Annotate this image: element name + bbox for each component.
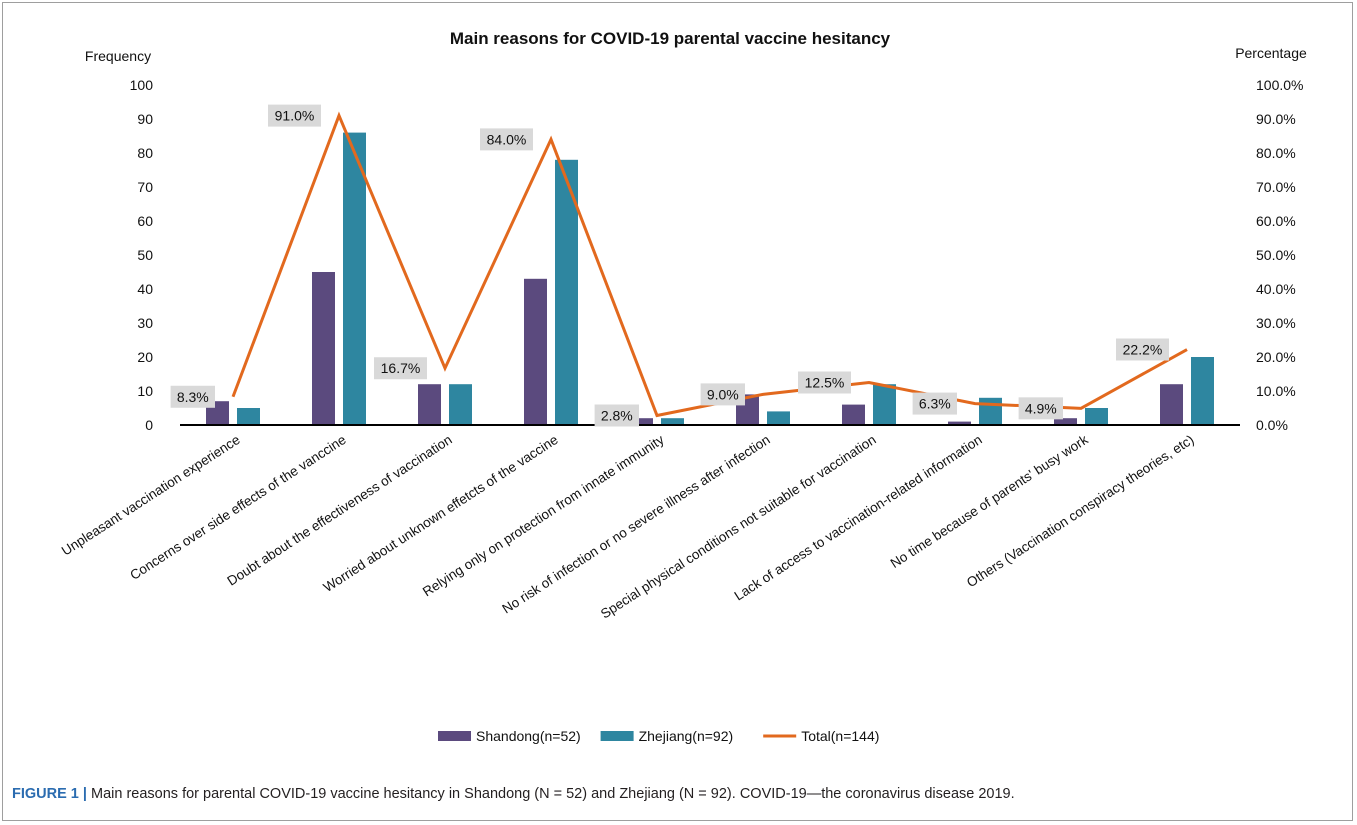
bar-zhejiang bbox=[237, 408, 260, 425]
y2-tick-label: 20.0% bbox=[1256, 349, 1296, 365]
data-label-box bbox=[374, 357, 427, 380]
bar-shandong bbox=[1160, 384, 1183, 425]
y2-tick-label: 100.0% bbox=[1256, 77, 1303, 93]
data-label: 2.8% bbox=[594, 404, 639, 427]
bar-zhejiang bbox=[449, 384, 472, 425]
y-tick-label: 40 bbox=[137, 281, 153, 297]
data-label-text: 84.0% bbox=[487, 131, 527, 147]
bar-shandong bbox=[418, 384, 441, 425]
legend-label: Zhejiang(n=92) bbox=[639, 728, 734, 744]
data-label: 16.7% bbox=[374, 357, 427, 380]
legend-item: Shandong(n=52) bbox=[438, 728, 581, 744]
data-label: 84.0% bbox=[480, 128, 533, 151]
data-label-text: 91.0% bbox=[275, 108, 315, 124]
y-tick-label: 80 bbox=[137, 145, 153, 161]
data-label-box bbox=[480, 128, 533, 151]
y2-tick-label: 70.0% bbox=[1256, 179, 1296, 195]
data-label-box bbox=[912, 392, 957, 415]
data-label-box bbox=[1116, 338, 1169, 361]
y-tick-label: 20 bbox=[137, 349, 153, 365]
bar-zhejiang bbox=[873, 384, 896, 425]
data-label-text: 2.8% bbox=[601, 407, 633, 423]
data-label-text: 8.3% bbox=[177, 389, 209, 405]
data-label: 4.9% bbox=[1018, 397, 1063, 420]
data-label-text: 9.0% bbox=[707, 386, 739, 402]
data-label: 6.3% bbox=[912, 392, 957, 415]
y2-tick-label: 90.0% bbox=[1256, 111, 1296, 127]
legend-label: Shandong(n=52) bbox=[476, 728, 581, 744]
category-labels: Unpleasant vaccination experienceConcern… bbox=[59, 432, 1197, 622]
data-label-box bbox=[1018, 397, 1063, 420]
category-label: Doubt about the effectiveness of vaccina… bbox=[224, 432, 454, 589]
data-label-box bbox=[268, 104, 321, 127]
bar-zhejiang bbox=[1191, 357, 1214, 425]
chart: Main reasons for COVID-19 parental vacci… bbox=[59, 29, 1307, 744]
y-tick-label: 0 bbox=[145, 417, 153, 433]
y2-tick-label: 50.0% bbox=[1256, 247, 1296, 263]
legend: Shandong(n=52) Zhejiang(n=92) Total(n=144) bbox=[438, 728, 879, 744]
bar-zhejiang bbox=[979, 397, 1002, 425]
bar-zhejiang bbox=[1085, 408, 1108, 425]
y-tick-label: 100 bbox=[130, 77, 154, 93]
bar-zhejiang bbox=[767, 411, 790, 425]
category-label: Relying only on protection from innate i… bbox=[420, 432, 667, 600]
y-tick-label: 70 bbox=[137, 179, 153, 195]
y-tick-label: 60 bbox=[137, 213, 153, 229]
bar-shandong bbox=[524, 278, 547, 425]
category-label: Others (Vaccination conspiracy theories,… bbox=[964, 432, 1197, 590]
figure-caption: FIGURE 1 | Main reasons for parental COV… bbox=[12, 786, 1015, 802]
y2-tick-label: 80.0% bbox=[1256, 145, 1296, 161]
bar-zhejiang bbox=[661, 418, 684, 425]
legend-swatch bbox=[600, 731, 634, 741]
bar-shandong bbox=[842, 404, 865, 425]
data-label: 9.0% bbox=[700, 383, 745, 406]
y-tick-label: 90 bbox=[137, 111, 153, 127]
y2-axis-label: Percentage bbox=[1235, 45, 1307, 61]
data-label: 22.2% bbox=[1116, 338, 1169, 361]
category-label: Worried about unknown effetcts of the va… bbox=[321, 432, 561, 595]
legend-swatch bbox=[438, 731, 471, 741]
bar-shandong bbox=[630, 418, 653, 425]
bar-shandong bbox=[948, 421, 971, 425]
data-label-box bbox=[700, 383, 745, 406]
bar-shandong bbox=[312, 272, 335, 425]
caption-text: Main reasons for parental COVID-19 vacci… bbox=[91, 786, 1015, 802]
data-label-text: 6.3% bbox=[919, 396, 951, 412]
y-tick-label: 10 bbox=[137, 383, 153, 399]
bar-zhejiang bbox=[555, 159, 578, 426]
y-tick-label: 30 bbox=[137, 315, 153, 331]
data-label: 12.5% bbox=[798, 371, 851, 394]
bar-zhejiang bbox=[343, 132, 366, 425]
caption-label: FIGURE 1 | bbox=[12, 786, 87, 802]
y2-tick-label: 0.0% bbox=[1256, 417, 1288, 433]
y2-tick-label: 30.0% bbox=[1256, 315, 1296, 331]
data-label: 8.3% bbox=[170, 385, 215, 408]
legend-item: Total(n=144) bbox=[763, 728, 879, 744]
data-label-text: 12.5% bbox=[805, 375, 845, 391]
y-axis-label: Frequency bbox=[85, 48, 151, 64]
legend-label: Total(n=144) bbox=[801, 728, 879, 744]
data-label-box bbox=[798, 371, 851, 394]
y-axis-ticks: 0 10 20 30 40 50 60 70 80 90 100 bbox=[130, 77, 154, 433]
y2-axis-ticks: 0.0% 10.0% 20.0% 30.0% 40.0% 50.0% 60.0% 70.0% 8… bbox=[1256, 77, 1303, 433]
data-label-box bbox=[170, 385, 215, 408]
data-label-text: 22.2% bbox=[1123, 342, 1163, 358]
data-label: 91.0% bbox=[268, 104, 321, 127]
category-label: Concerns over side effects of the vancci… bbox=[127, 432, 348, 583]
y-tick-label: 50 bbox=[137, 247, 153, 263]
chart-title: Main reasons for COVID-19 parental vacci… bbox=[450, 29, 891, 48]
category-label: Unpleasant vaccination experience bbox=[59, 432, 243, 559]
y2-tick-label: 60.0% bbox=[1256, 213, 1296, 229]
data-label-box bbox=[594, 404, 639, 427]
data-labels: 8.3% 91.0% 16.7% 84.0% 2.8% 9.0% 12.5% 6.3% 4.9%… bbox=[170, 104, 1169, 427]
y2-tick-label: 40.0% bbox=[1256, 281, 1296, 297]
bar-shandong bbox=[1054, 418, 1077, 425]
legend-item: Zhejiang(n=92) bbox=[600, 728, 734, 744]
data-label-text: 16.7% bbox=[381, 360, 421, 376]
data-label-text: 4.9% bbox=[1025, 400, 1057, 416]
y2-tick-label: 10.0% bbox=[1256, 383, 1296, 399]
category-label: No time because of parents' busy work bbox=[888, 432, 1091, 571]
bars bbox=[206, 132, 1214, 426]
